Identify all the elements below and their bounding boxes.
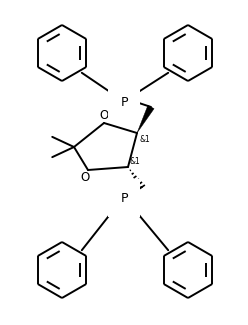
Text: P: P <box>120 191 128 204</box>
Text: O: O <box>80 171 90 184</box>
Text: O: O <box>99 109 109 122</box>
Text: &1: &1 <box>140 135 151 144</box>
Polygon shape <box>137 105 154 133</box>
Text: P: P <box>120 97 128 110</box>
Text: &1: &1 <box>130 157 141 166</box>
